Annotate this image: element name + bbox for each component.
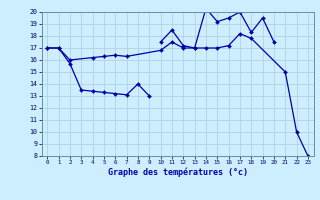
X-axis label: Graphe des températures (°c): Graphe des températures (°c) bbox=[108, 168, 248, 177]
